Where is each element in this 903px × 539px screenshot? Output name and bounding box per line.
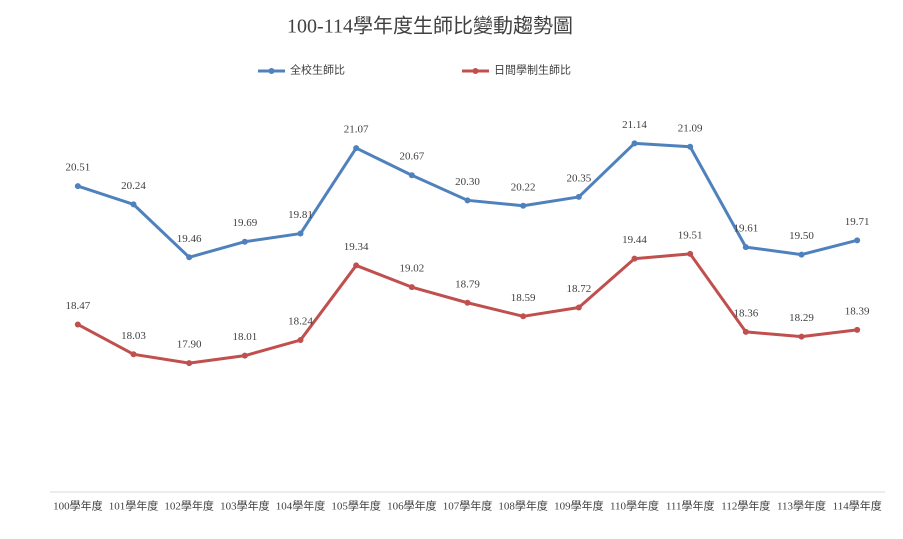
point — [798, 251, 805, 258]
x-tick-label: 114學年度 — [833, 499, 882, 513]
x-tick-label: 102學年度 — [164, 499, 214, 513]
point — [854, 326, 861, 333]
point — [742, 328, 749, 335]
point — [631, 140, 638, 147]
x-tick-label: 103學年度 — [220, 499, 270, 513]
data-label: 19.50 — [789, 230, 814, 242]
data-label: 17.90 — [177, 339, 202, 351]
data-label: 18.39 — [845, 305, 870, 317]
point — [408, 284, 415, 291]
point — [186, 360, 193, 367]
data-label: 18.01 — [232, 331, 257, 343]
data-label: 19.71 — [845, 216, 870, 228]
data-label: 19.34 — [344, 241, 369, 253]
point — [575, 193, 582, 200]
point — [353, 262, 360, 269]
point — [408, 172, 415, 179]
x-tick-label: 109學年度 — [554, 499, 604, 513]
point — [241, 352, 248, 359]
x-tick-label: 101學年度 — [109, 499, 159, 513]
point — [854, 237, 861, 244]
point — [464, 197, 471, 204]
x-tick-label: 110學年度 — [610, 499, 659, 513]
point — [130, 351, 137, 358]
point — [74, 183, 81, 190]
data-label: 20.30 — [455, 176, 480, 188]
x-tick-label: 112學年度 — [721, 499, 770, 513]
x-tick-label: 113學年度 — [777, 499, 826, 513]
x-tick-label: 108學年度 — [498, 499, 548, 513]
point — [130, 201, 137, 208]
point — [186, 254, 193, 261]
data-label: 19.44 — [622, 234, 647, 246]
data-label: 20.51 — [65, 162, 90, 174]
data-label: 18.59 — [511, 292, 536, 304]
x-tick-label: 104學年度 — [276, 499, 326, 513]
x-tick-label: 107學年度 — [443, 499, 493, 513]
chart-title: 100-114學年度生師比變動趨勢圖 — [287, 15, 573, 38]
point — [575, 304, 582, 311]
point — [520, 313, 527, 320]
point — [464, 299, 471, 306]
data-label: 18.03 — [121, 330, 146, 342]
legend-label: 全校生師比 — [290, 63, 345, 77]
data-label: 18.72 — [566, 283, 591, 295]
data-label: 18.36 — [733, 307, 758, 319]
data-label: 19.69 — [232, 217, 257, 229]
legend-marker — [472, 68, 479, 74]
data-label: 21.14 — [622, 119, 647, 131]
point — [687, 250, 694, 257]
x-tick-label: 105學年度 — [331, 499, 381, 513]
point — [241, 238, 248, 245]
point — [297, 230, 304, 237]
point — [297, 337, 304, 344]
data-label: 21.07 — [344, 124, 369, 136]
point — [631, 255, 638, 262]
data-label: 18.79 — [455, 278, 480, 290]
point — [798, 333, 805, 340]
legend-label: 日間學制生師比 — [494, 63, 571, 77]
legend-marker — [268, 68, 275, 74]
point — [687, 143, 694, 150]
data-label: 18.29 — [789, 312, 814, 324]
x-tick-label: 111學年度 — [666, 499, 715, 513]
point — [520, 202, 527, 209]
point — [353, 145, 360, 152]
data-label: 19.02 — [399, 263, 424, 275]
data-label: 20.22 — [511, 181, 536, 193]
point — [742, 244, 749, 251]
data-label: 19.81 — [288, 209, 313, 221]
data-label: 18.47 — [65, 300, 90, 312]
x-tick-label: 106學年度 — [387, 499, 437, 513]
data-label: 19.46 — [177, 233, 202, 245]
data-label: 19.51 — [678, 229, 703, 241]
data-label: 19.61 — [733, 223, 758, 235]
data-label: 20.67 — [399, 151, 424, 163]
data-label: 20.35 — [566, 172, 591, 184]
data-label: 21.09 — [678, 122, 703, 134]
point — [74, 321, 81, 328]
x-tick-label: 100學年度 — [53, 499, 103, 513]
data-label: 20.24 — [121, 180, 146, 192]
data-label: 18.24 — [288, 316, 313, 328]
